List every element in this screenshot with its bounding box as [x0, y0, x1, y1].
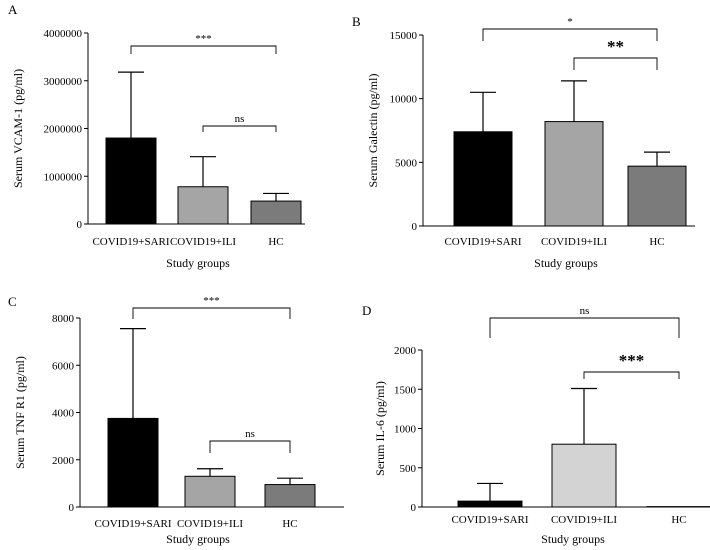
significance-label: ns — [235, 113, 245, 125]
panel-letter: D — [362, 303, 371, 318]
x-tick-label: COVID19+SARI — [451, 514, 528, 526]
panel-c: C 0 2000 4000 6000 8000 Serum TNF R1 (pg/ml) CO… — [8, 294, 344, 546]
y-tick-label: 500 — [400, 463, 417, 475]
panel-d: D 0 500 1000 1500 2000 Serum IL-6 (pg/ml) COVID… — [362, 303, 710, 546]
x-tick-label: HC — [282, 518, 297, 530]
x-tick-label: COVID19+SARI — [92, 236, 169, 248]
y-tick-label: 8000 — [52, 313, 75, 325]
y-tick-label: 6000 — [52, 360, 75, 372]
significance-label: *** — [203, 295, 220, 307]
significance-label: * — [567, 16, 573, 28]
significance-label: ns — [245, 428, 255, 440]
y-tick-label: 1500 — [394, 384, 417, 396]
significance-bracket — [130, 45, 277, 54]
bar-2 — [544, 121, 604, 227]
significance-label: ** — [607, 37, 624, 56]
y-tick-label: 0 — [412, 221, 418, 233]
bar-2 — [551, 443, 617, 508]
bar-1 — [107, 417, 159, 508]
y-axis-title: Serum IL-6 (pg/ml) — [373, 381, 387, 476]
y-tick-label: 4000000 — [44, 28, 83, 40]
panel-letter: C — [8, 294, 17, 309]
x-tick-label: COVID19+ILI — [551, 514, 617, 526]
significance-label: *** — [195, 33, 212, 45]
y-tick-label: 3000000 — [44, 76, 83, 88]
significance-bracket — [482, 28, 658, 41]
x-tick-label: COVID19+SARI — [444, 236, 521, 248]
y-tick-label: 2000 — [52, 455, 75, 467]
bar-2 — [184, 475, 236, 508]
y-tick-label: 0 — [69, 502, 75, 514]
x-tick-label: COVID19+ILI — [177, 518, 243, 530]
bar-3 — [250, 200, 302, 225]
y-tick-label: 15000 — [390, 30, 418, 42]
significance-bracket — [489, 317, 680, 338]
y-axis-title: Serum VCAM-1 (pg/ml) — [11, 69, 25, 188]
y-axis-title: Serum TNF R1 (pg/ml) — [13, 356, 27, 469]
bar-1 — [105, 137, 157, 225]
significance-label: ns — [580, 305, 590, 317]
x-axis-title: Study groups — [166, 532, 230, 546]
x-tick-label: COVID19+SARI — [94, 518, 171, 530]
significance-bracket — [573, 57, 658, 70]
significance-label: *** — [619, 351, 645, 370]
panel-a: A 0 1000000 2000000 3000000 4000000 Serum VCAM… — [8, 2, 305, 270]
bar-3 — [264, 484, 316, 508]
significance-bracket — [209, 440, 291, 453]
panel-letter: A — [8, 2, 18, 17]
panel-letter: B — [352, 14, 361, 29]
y-axis-title: Serum Galectin (pg/ml) — [366, 74, 380, 188]
x-tick-label: HC — [649, 236, 664, 248]
y-tick-label: 1000000 — [44, 171, 83, 183]
significance-bracket — [583, 371, 680, 379]
x-axis-title: Study groups — [166, 256, 230, 270]
y-tick-label: 1000 — [394, 424, 417, 436]
significance-bracket — [132, 307, 291, 319]
significance-bracket — [202, 125, 277, 132]
y-tick-label: 2000000 — [44, 124, 83, 136]
y-tick-label: 10000 — [390, 94, 418, 106]
x-axis-title: Study groups — [534, 256, 598, 270]
x-tick-label: COVID19+ILI — [170, 236, 236, 248]
y-tick-label: 5000 — [395, 157, 418, 169]
x-tick-label: HC — [268, 236, 283, 248]
x-axis-title: Study groups — [541, 532, 605, 546]
x-tick-label: HC — [671, 514, 686, 526]
y-tick-label: 0 — [411, 502, 417, 514]
x-tick-label: COVID19+ILI — [541, 236, 607, 248]
bar-2 — [177, 186, 229, 225]
y-tick-label: 0 — [77, 219, 83, 231]
y-tick-label: 4000 — [52, 408, 75, 420]
bar-1 — [457, 500, 523, 508]
bar-1 — [453, 131, 513, 227]
bar-3 — [627, 165, 687, 227]
y-tick-label: 2000 — [394, 345, 417, 357]
panel-b: B 0 5000 10000 15000 Serum Galectin (pg/ml) CO… — [352, 14, 695, 270]
